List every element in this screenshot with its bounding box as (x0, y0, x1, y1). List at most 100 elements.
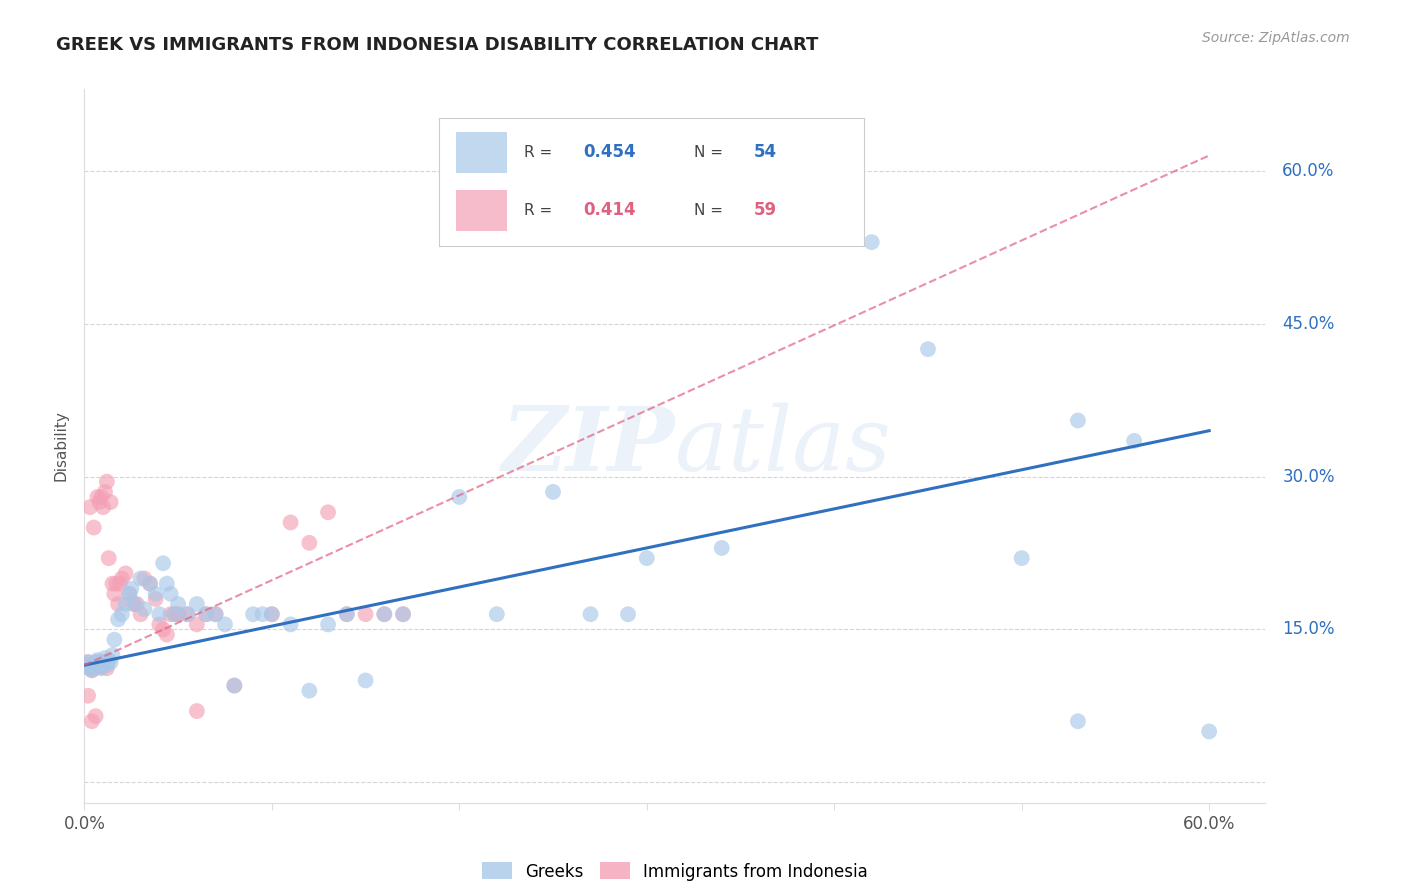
Point (108, 576, 131, 591)
Point (94, 651, 117, 665)
Point (298, 683, 321, 698)
Point (392, 607, 415, 622)
Point (1123, 434, 1146, 448)
Point (103, 587, 125, 601)
Point (114, 566, 136, 581)
Point (186, 597, 208, 611)
Point (1067, 714, 1090, 729)
Point (449, 490, 471, 504)
Point (84, 655, 107, 669)
Point (89, 658, 111, 673)
Point (336, 607, 359, 622)
Point (107, 612, 129, 626)
Point (152, 623, 174, 637)
Point (242, 607, 264, 622)
Point (354, 673, 377, 688)
Text: ZIP: ZIP (502, 403, 675, 489)
Point (97, 653, 120, 667)
Point (214, 617, 236, 632)
Point (186, 704, 208, 718)
Point (114, 597, 136, 611)
Point (105, 576, 128, 591)
Point (77, 655, 100, 669)
Point (94, 655, 117, 669)
Point (129, 572, 152, 586)
Point (148, 607, 170, 622)
Point (336, 607, 359, 622)
Point (316, 505, 339, 519)
Point (84, 658, 107, 673)
Point (176, 607, 198, 622)
Point (485, 607, 508, 622)
Point (156, 576, 179, 591)
Point (145, 587, 167, 601)
Point (96, 658, 118, 673)
Text: 15.0%: 15.0% (1282, 621, 1334, 639)
Point (148, 617, 170, 632)
Point (86, 490, 108, 504)
Point (83, 658, 105, 673)
Point (90, 660, 112, 674)
Point (260, 607, 283, 622)
Point (90, 490, 112, 504)
Point (1011, 551, 1033, 566)
Point (79, 661, 101, 675)
Y-axis label: Disability: Disability (53, 410, 69, 482)
Point (97, 551, 120, 566)
Point (598, 225, 620, 239)
Point (77, 655, 100, 669)
Point (124, 597, 146, 611)
Point (373, 607, 395, 622)
Point (1067, 413, 1090, 427)
Point (280, 617, 302, 632)
Point (125, 597, 148, 611)
Point (145, 591, 167, 606)
Point (354, 607, 377, 622)
Point (91, 500, 114, 515)
Point (111, 607, 134, 622)
Point (579, 607, 602, 622)
Point (96, 475, 118, 489)
Point (710, 541, 733, 555)
Point (89, 495, 111, 509)
Point (917, 342, 939, 356)
Point (186, 617, 208, 632)
Point (139, 576, 162, 591)
Point (224, 679, 246, 693)
Point (101, 648, 124, 662)
Point (224, 679, 246, 693)
Point (373, 607, 395, 622)
Point (252, 607, 274, 622)
Point (260, 607, 283, 622)
Point (163, 607, 186, 622)
Point (156, 627, 179, 641)
Point (107, 597, 129, 611)
Point (100, 655, 122, 669)
Point (541, 484, 564, 499)
Text: atlas: atlas (675, 402, 890, 490)
Point (159, 607, 181, 622)
Point (100, 495, 122, 509)
Point (77, 689, 100, 703)
Point (280, 516, 302, 530)
Point (75, 658, 97, 673)
Point (80, 663, 103, 677)
Point (84, 709, 107, 723)
Point (860, 235, 883, 249)
Point (94, 484, 117, 499)
Point (316, 617, 339, 632)
Point (163, 607, 186, 622)
Point (167, 597, 190, 611)
Point (636, 551, 658, 566)
Point (392, 607, 415, 622)
Point (96, 661, 118, 675)
Point (134, 572, 156, 586)
Point (204, 607, 226, 622)
Point (103, 632, 125, 647)
Point (75, 658, 97, 673)
Point (1198, 724, 1220, 739)
Point (204, 607, 226, 622)
Point (195, 607, 218, 622)
Point (91, 655, 114, 669)
Point (195, 607, 218, 622)
